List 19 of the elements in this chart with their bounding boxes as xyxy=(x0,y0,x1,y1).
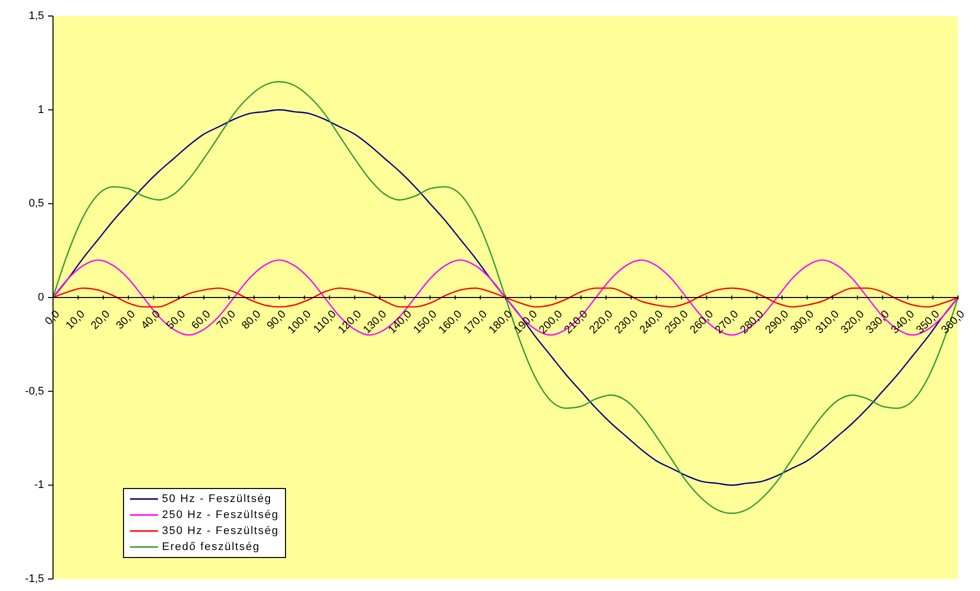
y-tick-label: 0 xyxy=(38,292,44,304)
legend-label: 350 Hz - Feszültség xyxy=(162,524,279,539)
y-tick-label: -1 xyxy=(34,479,44,492)
x-tick-label: 10,0 xyxy=(64,308,88,332)
y-tick-label: -1,5 xyxy=(25,573,44,585)
legend-label: 250 Hz - Feszültség xyxy=(162,508,279,523)
y-tick-label: 1 xyxy=(38,104,44,116)
x-tick-label: 90,0 xyxy=(264,308,288,332)
x-tick-label: 60,0 xyxy=(189,308,214,332)
x-tick-label: 80,0 xyxy=(240,308,264,332)
y-tick-label: 1,5 xyxy=(28,10,44,22)
x-tick-label: 50,0 xyxy=(164,308,188,332)
y-tick-label: -0,5 xyxy=(25,385,44,398)
legend-label: 50 Hz - Feszültség xyxy=(162,492,272,507)
x-tick-label: 40,0 xyxy=(139,308,163,332)
y-tick-label: 0,5 xyxy=(28,198,44,210)
x-tick-label: 70,0 xyxy=(214,308,238,332)
x-tick-label: 30,0 xyxy=(114,308,138,332)
legend-label: Eredő feszültség xyxy=(162,540,260,555)
